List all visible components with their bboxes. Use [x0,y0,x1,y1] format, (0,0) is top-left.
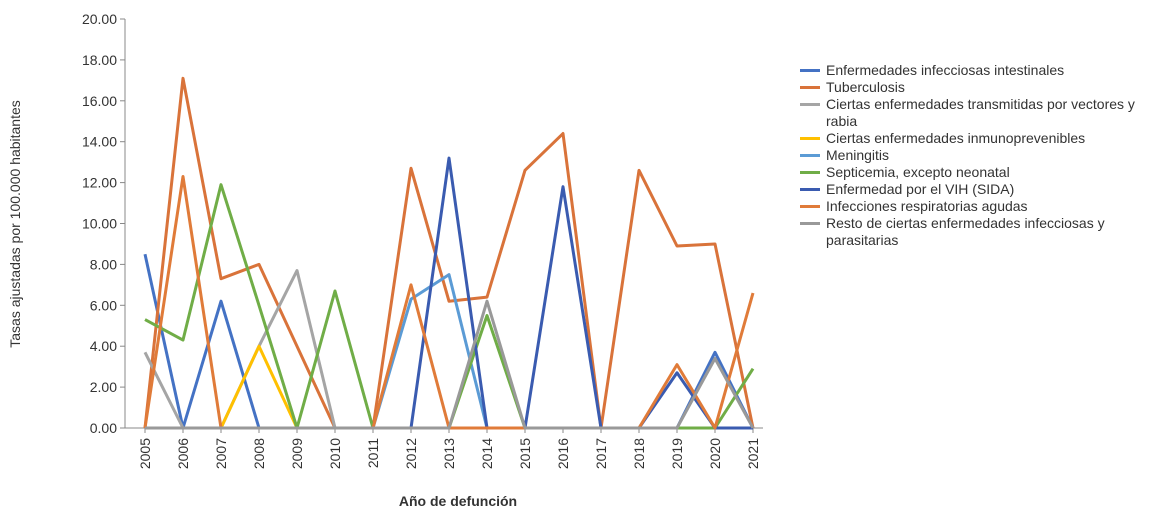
y-tick-label: 12.00 [82,175,117,191]
legend-label: Infecciones respiratorias agudas [826,198,1028,214]
x-tick-label: 2017 [593,438,609,469]
x-tick-label: 2005 [137,438,153,469]
legend-swatch [800,154,820,157]
legend-label: Tuberculosis [826,79,905,95]
x-tick-label: 2016 [555,438,571,469]
y-tick-label: 10.00 [82,216,117,232]
legend-label: Enfermedad por el VIH (SIDA) [826,181,1015,197]
legend-label: Ciertas enfermedades inmunoprevenibles [826,130,1086,146]
legend-item: Ciertas enfermedades inmunoprevenibles [800,130,1160,147]
x-tick-label: 2008 [251,438,267,469]
y-tick-label: 2.00 [90,379,117,395]
x-tick-label: 2019 [669,438,685,469]
legend-swatch [800,69,820,72]
x-tick-label: 2012 [403,438,419,469]
x-tick-label: 2021 [745,438,761,469]
x-tick-label: 2009 [289,438,305,469]
legend-label: Enfermedades infecciosas intestinales [826,62,1065,78]
y-tick-label: 16.00 [82,93,117,109]
y-axis-title: Tasas ajustadas por 100.000 habitantes [7,100,23,348]
legend-label: Resto de ciertas enfermedades infecciosa… [826,215,1105,248]
legend-item: Enfermedad por el VIH (SIDA) [800,181,1160,198]
y-tick-label: 4.00 [90,338,117,354]
legend-label: Ciertas enfermedades transmitidas por ve… [826,96,1135,129]
y-tick-label: 20.00 [82,11,117,27]
x-tick-label: 2013 [441,438,457,469]
series-line [145,299,755,430]
legend-swatch [800,103,820,106]
x-tick-label: 2010 [327,438,343,469]
legend-swatch [800,222,820,225]
legend-item: Infecciones respiratorias agudas [800,198,1160,215]
legend-item: Resto de ciertas enfermedades infecciosa… [800,215,1160,249]
legend-item: Ciertas enfermedades transmitidas por ve… [800,96,1160,130]
y-tick-label: 6.00 [90,297,117,313]
legend-label: Septicemia, excepto neonatal [826,164,1010,180]
x-tick-label: 2014 [479,438,495,469]
legend-item: Tuberculosis [800,79,1160,96]
x-tick-label: 2020 [707,438,723,469]
legend-swatch [800,188,820,191]
legend-item: Enfermedades infecciosas intestinales [800,62,1160,79]
legend-swatch [800,86,820,89]
legend-swatch [800,205,820,208]
legend-swatch [800,171,820,174]
y-tick-label: 18.00 [82,52,117,68]
x-tick-label: 2006 [175,438,191,469]
legend: Enfermedades infecciosas intestinales Tub… [800,62,1160,249]
x-tick-label: 2007 [213,438,229,469]
series-line [143,76,755,430]
legend-item: Septicemia, excepto neonatal [800,164,1160,181]
x-tick-label: 2011 [365,438,381,468]
x-tick-label: 2018 [631,438,647,469]
y-tick-label: 8.00 [90,256,117,272]
legend-swatch [800,137,820,140]
y-tick-label: 0.00 [90,420,117,436]
x-tick-label: 2015 [517,438,533,469]
legend-label: Meningitis [826,147,890,163]
legend-item: Meningitis [800,147,1160,164]
x-axis-title: Año de defunción [399,493,517,509]
y-tick-label: 14.00 [82,134,117,150]
